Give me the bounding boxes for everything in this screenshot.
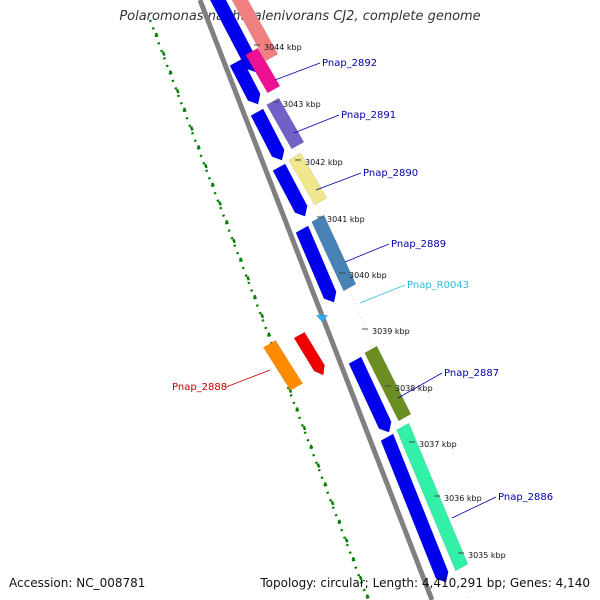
- leader-line: [315, 172, 362, 191]
- cds-reverse-2888: [293, 331, 325, 376]
- cds-forward-2889: [295, 225, 337, 303]
- gene-label-Pnap_2891: Pnap_2891: [341, 110, 396, 121]
- kbp-label: 3038 kbp: [395, 384, 433, 393]
- kbp-label: 3037 kbp: [419, 440, 457, 449]
- leader-line: [225, 369, 271, 388]
- feature-2887: [364, 345, 412, 422]
- backbone-line: [197, 0, 435, 600]
- leader-line: [344, 243, 390, 263]
- cds-forward-2890: [272, 163, 308, 217]
- cds-forward-2887: [348, 356, 392, 433]
- kbp-label: 3036 kbp: [444, 494, 482, 503]
- kbp-label: 3035 kbp: [468, 551, 506, 560]
- kbp-label: 3040 kbp: [349, 271, 387, 280]
- leader-line: [293, 114, 340, 134]
- cds-forward-2891: [250, 108, 285, 161]
- kbp-label: 3044 kbp: [264, 43, 302, 52]
- gene-label-Pnap_2889: Pnap_2889: [391, 239, 446, 250]
- gene-label-Pnap_2890: Pnap_2890: [363, 168, 418, 179]
- rna-marker: [316, 315, 328, 322]
- gc-skew-track-accent: [149, 19, 371, 600]
- kbp-label: 3041 kbp: [327, 215, 365, 224]
- feature-2888-orange: [263, 340, 303, 391]
- feature-2886: [396, 422, 469, 572]
- cds-forward-2891a: [229, 58, 261, 105]
- gene-label-Pnap_R0043: Pnap_R0043: [407, 280, 469, 291]
- gc-skew-track: [148, 19, 370, 600]
- leader-line: [451, 496, 497, 519]
- genome-summary: Topology: circular; Length: 4,410,291 bp…: [260, 576, 590, 590]
- gene-label-Pnap_2886: Pnap_2886: [498, 492, 553, 503]
- feature-2891: [266, 97, 305, 150]
- feature-2890: [288, 152, 328, 206]
- gene-label-Pnap_2888: Pnap_2888: [172, 382, 227, 393]
- accession-text: Accession: NC_008781: [9, 576, 146, 590]
- leader-line: [274, 62, 321, 81]
- gene-label-Pnap_2887: Pnap_2887: [444, 368, 499, 379]
- leader-line: [397, 372, 443, 399]
- feature-2892: [231, 0, 279, 62]
- gene-label-Pnap_2892: Pnap_2892: [322, 58, 377, 69]
- cds-forward-2886: [380, 433, 449, 583]
- kbp-label: 3043 kbp: [283, 100, 321, 109]
- kbp-label: 3042 kbp: [305, 158, 343, 167]
- leader-line: [359, 284, 406, 304]
- feature-2891a: [245, 47, 281, 94]
- kbp-label: 3039 kbp: [372, 327, 410, 336]
